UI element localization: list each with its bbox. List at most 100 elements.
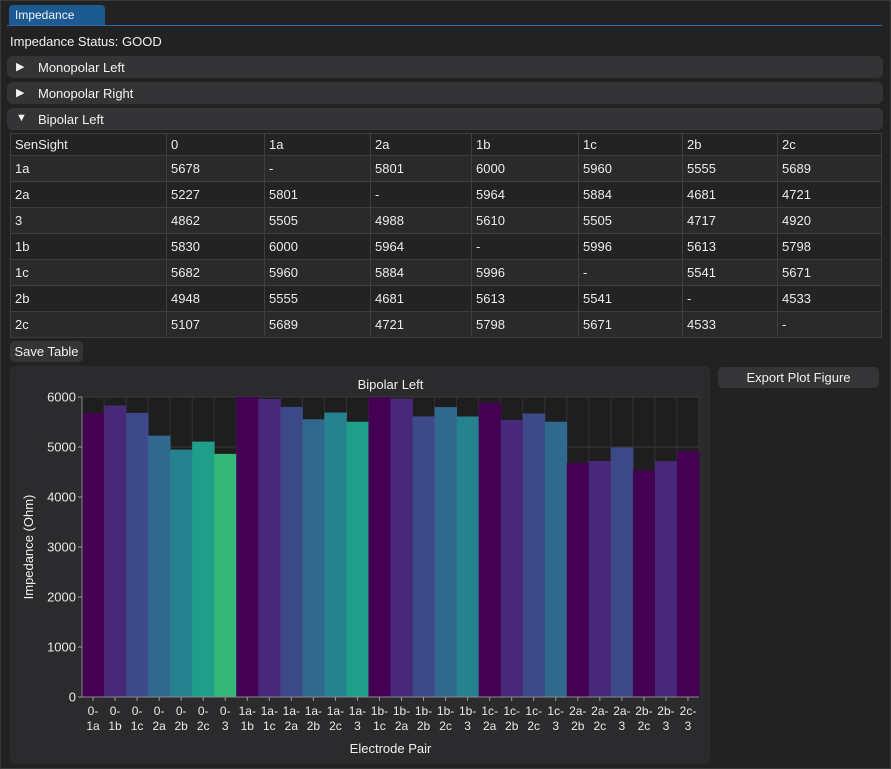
table-cell: -	[264, 155, 371, 182]
x-tick-label: 2a-3	[613, 704, 630, 733]
x-tick-label: 1b-3	[459, 704, 476, 733]
row-label-cell: 2c	[10, 311, 167, 338]
bar	[478, 402, 502, 697]
table-row: 3 4862 5505 4988 5610 5505 4717 4920	[10, 207, 882, 234]
section-bipolar-left[interactable]: ▼ Bipolar Left	[7, 108, 883, 130]
save-table-button[interactable]: Save Table	[10, 341, 83, 362]
x-tick-label: 0-2a	[152, 704, 166, 733]
bar	[170, 449, 193, 697]
table-cell: 4681	[682, 181, 778, 208]
table-cell: 5996	[471, 259, 579, 286]
table-cell: 5801	[370, 155, 472, 182]
x-tick-label: 2a-2b	[569, 704, 586, 733]
column-header: 2b	[682, 133, 778, 156]
row-label-cell: 1c	[10, 259, 167, 286]
bar	[192, 441, 215, 697]
column-header: 1c	[578, 133, 683, 156]
table-cell: 5960	[578, 155, 683, 182]
table-cell: 5227	[166, 181, 265, 208]
section-label: Monopolar Right	[38, 86, 134, 101]
x-tick-label: 1b-1c	[371, 704, 388, 733]
table-cell: 5884	[578, 181, 683, 208]
x-tick-label: 1c-3	[547, 704, 564, 733]
table-cell: 5613	[471, 285, 579, 312]
x-tick-label: 1c-2a	[481, 704, 498, 733]
bar	[104, 405, 127, 697]
x-tick-label: 0-1c	[131, 704, 144, 733]
y-tick-label: 2000	[47, 590, 76, 605]
table-cell: 5107	[166, 311, 265, 338]
section-label: Bipolar Left	[38, 112, 104, 127]
x-axis-label: Electrode Pair	[350, 741, 432, 756]
bar	[588, 460, 612, 697]
bipolar-left-table: SenSight 0 1a 2a 1b 1c 2b 2c 1a 5678-5801 6000 596…	[10, 133, 882, 338]
table-cell: 5541	[682, 259, 778, 286]
x-tick-label: 1a-1c	[261, 704, 278, 733]
row-label-cell: 1b	[10, 233, 167, 260]
tab-impedance[interactable]: Impedance	[9, 5, 105, 25]
x-tick-label: 1b-2c	[437, 704, 454, 733]
bar	[456, 416, 480, 697]
bar	[676, 451, 700, 697]
table-row: 1b 5830 6000 5964-5996 5613 5798	[10, 233, 882, 260]
bar	[610, 447, 634, 697]
impedance-status: Impedance Status: GOOD	[10, 34, 162, 49]
table-cell: 5689	[777, 155, 882, 182]
tab-bar: Impedance	[7, 5, 882, 26]
table-cell: 4920	[777, 207, 882, 234]
x-tick-label: 0-2c	[197, 704, 210, 733]
bar	[258, 399, 281, 697]
bar	[214, 453, 237, 697]
table-cell: 5505	[264, 207, 371, 234]
bar	[390, 398, 413, 697]
y-tick-label: 3000	[47, 540, 76, 555]
y-tick-label: 4000	[47, 490, 76, 505]
table-cell: 5964	[471, 181, 579, 208]
table-cell: 5964	[370, 233, 472, 260]
bar	[412, 416, 435, 697]
row-label-cell: 1a	[10, 155, 167, 182]
table-cell: -	[370, 181, 472, 208]
table-cell: 4533	[777, 285, 882, 312]
export-plot-figure-button[interactable]: Export Plot Figure	[718, 367, 879, 388]
column-header: 0	[166, 133, 265, 156]
column-header: 2c	[777, 133, 882, 156]
table-cell: -	[578, 259, 683, 286]
table-cell: 5610	[471, 207, 579, 234]
column-header: 1b	[471, 133, 579, 156]
table-cell: 4533	[682, 311, 778, 338]
table-cell: 5671	[777, 259, 882, 286]
bar	[566, 462, 590, 697]
x-tick-label: 0-2b	[174, 704, 188, 733]
section-monopolar-right[interactable]: ▶ Monopolar Right	[7, 82, 883, 104]
table-cell: 5798	[777, 233, 882, 260]
bar	[82, 413, 105, 697]
x-tick-label: 1a-2c	[327, 704, 344, 733]
x-tick-label: 1a-2a	[283, 704, 300, 733]
x-tick-label: 2b-3	[657, 704, 674, 733]
table-cell: 5555	[264, 285, 371, 312]
section-monopolar-left[interactable]: ▶ Monopolar Left	[7, 56, 883, 78]
table-cell: 6000	[471, 155, 579, 182]
table-row: 1a 5678-5801 6000 5960 5555 5689	[10, 155, 882, 182]
bar	[148, 435, 171, 697]
x-tick-label: 0-3	[220, 704, 231, 733]
table-cell: 4721	[777, 181, 882, 208]
x-tick-label: 1b-2b	[415, 704, 432, 733]
column-header: SenSight	[10, 133, 167, 156]
x-tick-label: 1b-2a	[393, 704, 410, 733]
y-tick-label: 5000	[47, 440, 76, 455]
table-body: 1a 5678-5801 6000 5960 5555 5689 2a 5227 5801-59…	[10, 155, 882, 338]
x-tick-label: 1a-2b	[305, 704, 322, 733]
x-tick-label: 2b-2c	[635, 704, 652, 733]
row-label-cell: 2b	[10, 285, 167, 312]
table-cell: 5682	[166, 259, 265, 286]
y-tick-label: 6000	[47, 390, 76, 405]
table-cell: 5613	[682, 233, 778, 260]
x-tick-label: 0-1a	[86, 704, 100, 733]
table-cell: 5671	[578, 311, 683, 338]
table-row: 2a 5227 5801-5964 5884 4681 4721	[10, 181, 882, 208]
table-cell: 4948	[166, 285, 265, 312]
x-tick-label: 1a-1b	[239, 704, 256, 733]
y-tick-label: 1000	[47, 640, 76, 655]
